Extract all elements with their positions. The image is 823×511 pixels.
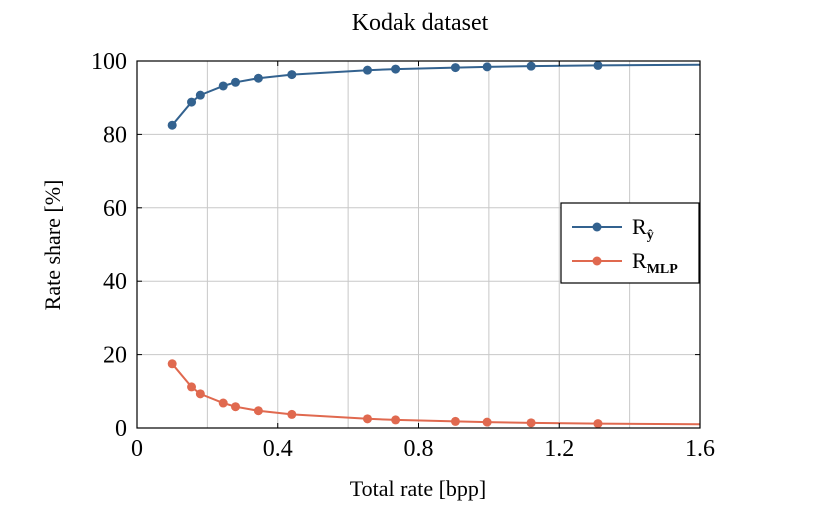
y-tick-label: 0	[115, 416, 127, 442]
y-tick-label: 100	[91, 49, 127, 75]
data-point	[231, 77, 241, 87]
data-point	[450, 416, 460, 426]
y-tick-label: 20	[103, 343, 127, 369]
data-point	[167, 120, 177, 130]
legend-marker-series-1	[592, 222, 602, 232]
series-line	[171, 63, 701, 126]
data-point	[195, 90, 205, 100]
data-point	[482, 417, 492, 427]
legend-marker-series-2	[592, 256, 602, 266]
data-point	[391, 64, 401, 74]
series-1	[167, 60, 701, 130]
legend-box	[560, 202, 700, 284]
x-tick-label: 1.6	[685, 436, 715, 462]
legend-label-series-1: Rŷ	[632, 214, 654, 243]
data-point	[167, 359, 177, 369]
data-point	[231, 402, 241, 412]
data-point	[526, 418, 536, 428]
y-tick-label: 60	[103, 196, 127, 222]
x-tick-label: 1.2	[544, 436, 574, 462]
x-axis-label: Total rate [bpp]	[350, 476, 487, 501]
y-tick-label: 80	[103, 122, 127, 148]
series-2	[167, 359, 701, 429]
series-line	[171, 363, 701, 426]
data-point	[253, 406, 263, 416]
data-point	[593, 419, 603, 429]
data-point	[593, 60, 603, 70]
data-point	[253, 73, 263, 83]
data-point	[218, 398, 228, 408]
data-point	[391, 415, 401, 425]
x-tick-label: 0.8	[404, 436, 434, 462]
data-point	[287, 70, 297, 80]
legend-label-series-2: RMLP	[632, 248, 678, 277]
data-point	[195, 389, 205, 399]
data-point	[450, 63, 460, 73]
data-point	[187, 97, 197, 107]
y-axis-label: Rate share [%]	[40, 180, 65, 311]
x-tick-label: 0	[131, 436, 143, 462]
data-point	[362, 414, 372, 424]
y-tick-label: 40	[103, 269, 127, 295]
series-layer	[167, 60, 701, 429]
x-tick-label: 0.4	[263, 436, 293, 462]
data-point	[482, 62, 492, 72]
data-point	[287, 409, 297, 419]
data-point	[187, 382, 197, 392]
data-point	[218, 81, 228, 91]
legend: Rŷ RMLP	[560, 202, 700, 284]
chart-title: Kodak dataset	[352, 10, 489, 36]
data-point	[362, 65, 372, 75]
axis-ticks: 0 0.4 0.8 1.2 1.6 0 20 40 60 80 100	[91, 49, 715, 462]
data-point	[526, 61, 536, 71]
